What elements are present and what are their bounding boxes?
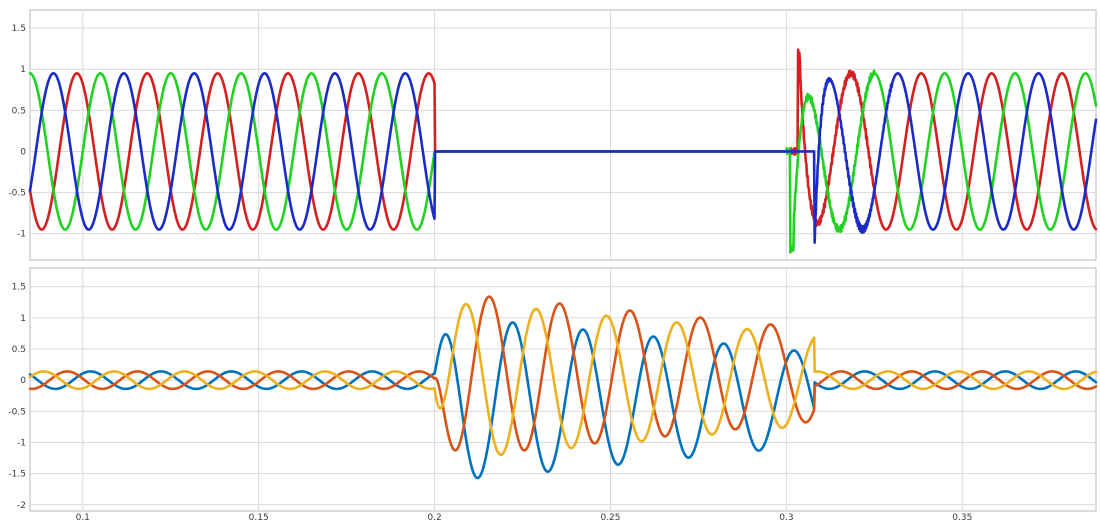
- y-tick-label: -0.5: [8, 189, 26, 199]
- top-traces: [28, 48, 1098, 254]
- top-series-trace: [28, 72, 1098, 244]
- y-tick-label: 0: [20, 376, 26, 386]
- top-y-tick-labels: -1 -0.5 0 0.5 1 1.5: [8, 24, 26, 240]
- x-tick-label: 0.15: [249, 513, 269, 521]
- y-tick-label: 1.5: [12, 24, 26, 34]
- bottom-series-trace: [28, 302, 1098, 457]
- x-tick-label: 0.25: [600, 513, 620, 521]
- bottom-traces: [28, 295, 1098, 480]
- x-tick-label: 0.3: [779, 513, 793, 521]
- y-tick-label: 1: [20, 314, 26, 324]
- y-tick-label: -1: [17, 230, 26, 240]
- top-plot-area: [29, 9, 1097, 261]
- top-axes: -1 -0.5 0 0.5 1 1.5: [8, 9, 1098, 261]
- y-tick-label: 1.5: [12, 283, 26, 293]
- bottom-axes: -2-1.5-1-0.500.511.5 0.1 0.15 0.2 0.25 0.3 0.…: [8, 267, 1098, 521]
- bottom-series-trace: [28, 295, 1098, 452]
- y-tick-label: -1: [17, 438, 26, 448]
- y-tick-label: 0.5: [12, 106, 26, 116]
- x-tick-label: 0.1: [76, 513, 90, 521]
- x-tick-label: 0.2: [427, 513, 441, 521]
- x-tick-labels: 0.1 0.15 0.2 0.25 0.3 0.35: [76, 513, 973, 521]
- y-tick-label: 0: [20, 147, 26, 157]
- y-tick-label: -2: [17, 501, 26, 511]
- y-tick-label: 1: [20, 65, 26, 75]
- y-tick-label: -1.5: [8, 470, 26, 480]
- bottom-y-tick-labels: -2 -1.5 -1 -0.5 0 0.5 1 1.5: [8, 283, 26, 511]
- y-tick-label: 0.5: [12, 345, 26, 355]
- x-tick-label: 0.35: [952, 513, 972, 521]
- bottom-plot-area: [29, 267, 1097, 512]
- y-tick-label: -0.5: [8, 407, 26, 417]
